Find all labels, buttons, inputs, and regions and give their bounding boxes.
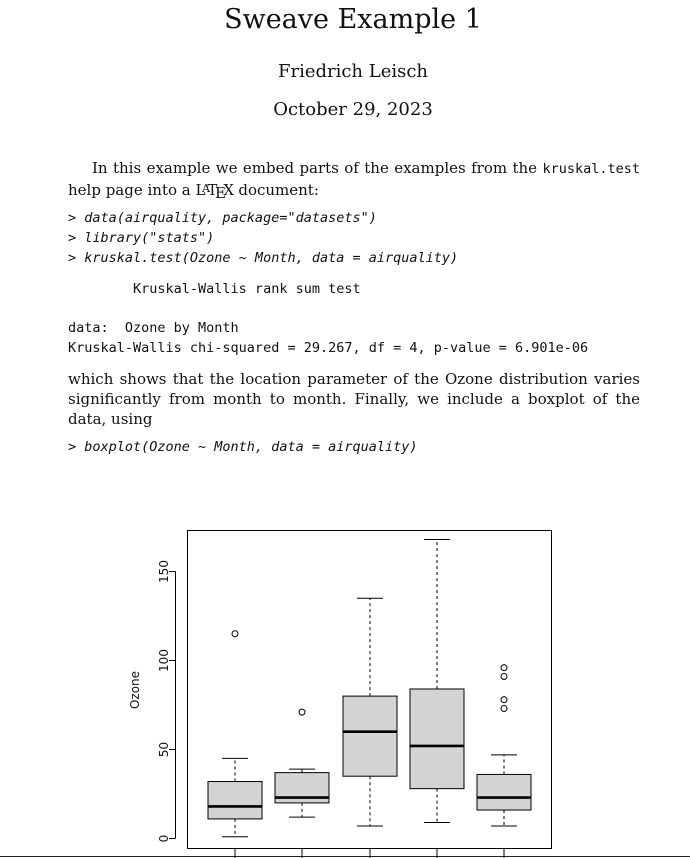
box-iqr (207, 781, 263, 820)
latex-x: X (223, 181, 234, 199)
outlier-point (500, 696, 508, 704)
r-output-title: Kruskal-Wallis rank sum test (68, 281, 361, 297)
box-iqr (409, 688, 465, 790)
latex-l: L (195, 181, 206, 199)
box-iqr (476, 773, 532, 811)
outlier-point (500, 673, 508, 681)
box-group (476, 664, 532, 827)
latex-t: T (207, 181, 217, 199)
box-group (342, 597, 398, 827)
outlier-point (231, 630, 239, 638)
y-axis: 0 50 100 150 (157, 560, 176, 842)
intro-text-2: help page into a (68, 181, 196, 199)
latex-a: A (201, 182, 210, 195)
y-tick-label: 150 (157, 560, 171, 583)
inline-code-kruskal: kruskal.test (542, 161, 640, 177)
box-group (409, 538, 465, 823)
box-group (274, 708, 330, 818)
document-date: October 29, 2023 (273, 99, 433, 120)
box-group (207, 630, 263, 838)
document-author: Friedrich Leisch (277, 61, 429, 82)
y-tick-label: 0 (157, 835, 171, 843)
intro-paragraph: In this example we embed parts of the ex… (68, 158, 640, 203)
r-code-input-2: > boxplot(Ozone ~ Month, data = airquali… (68, 439, 418, 455)
box-iqr (342, 695, 398, 777)
outlier-point (500, 705, 508, 713)
result-paragraph: which shows that the location parameter … (68, 370, 640, 428)
y-axis-label: Ozone (128, 671, 142, 709)
latex-e: E (214, 184, 226, 202)
outlier-point (298, 708, 306, 716)
intro-text-1: In this example we embed parts of the ex… (92, 159, 543, 177)
intro-text-3: document: (233, 181, 319, 199)
r-output-body: data: Ozone by Month Kruskal-Wallis chi-… (68, 320, 589, 356)
boxes (207, 538, 532, 838)
outlier-point (500, 664, 508, 672)
document-title: Sweave Example 1 (224, 4, 482, 35)
latex-logo: LATEX (195, 181, 235, 202)
y-tick-label: 100 (157, 649, 171, 672)
r-code-input-1: > data(airquality, package="datasets") >… (68, 210, 459, 266)
y-tick-label: 50 (157, 742, 171, 757)
